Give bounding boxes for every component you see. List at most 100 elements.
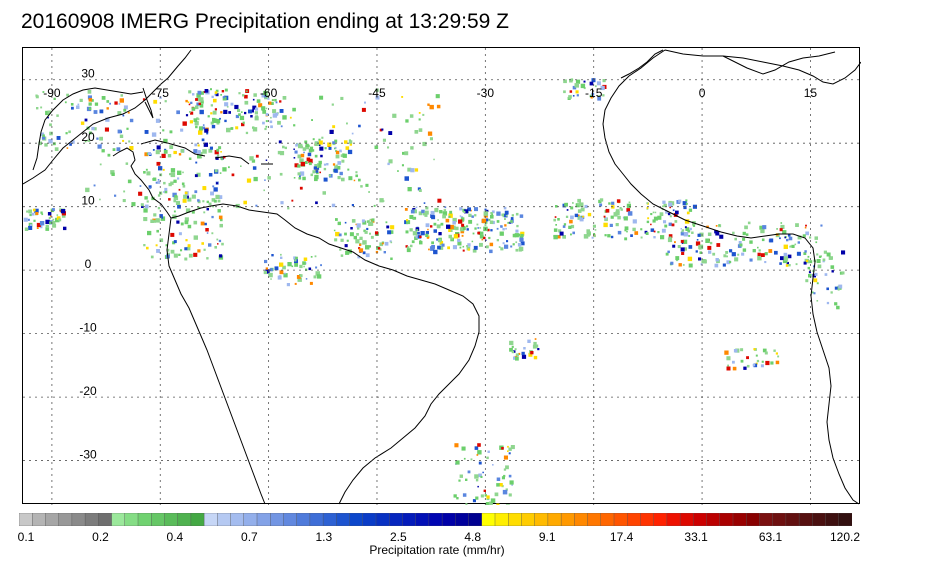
precip-cell: [173, 210, 176, 213]
precip-cell: [127, 179, 132, 184]
precip-cell: [483, 211, 489, 216]
precip-cell: [600, 85, 605, 91]
precip-cell: [695, 250, 698, 253]
precip-cell: [758, 249, 761, 252]
precip-cell: [384, 241, 389, 246]
precip-cell: [688, 263, 693, 268]
precip-cell: [465, 478, 468, 481]
precip-cell: [272, 109, 277, 114]
precip-cell: [572, 95, 575, 97]
precip-cell: [797, 235, 802, 240]
precip-cell: [577, 215, 582, 220]
precip-cell: [355, 239, 360, 244]
precip-cell: [626, 208, 631, 212]
precip-cell: [341, 177, 345, 182]
precip-cell: [181, 182, 185, 186]
precip-cell: [460, 229, 465, 234]
precip-cell: [685, 202, 688, 205]
precip-cell: [145, 168, 148, 171]
coastline-africa: [602, 49, 861, 505]
precip-cell: [496, 503, 500, 505]
precip-cell: [123, 190, 126, 193]
precip-cell: [824, 273, 828, 276]
precip-cell: [615, 223, 619, 227]
precip-cell: [258, 103, 263, 108]
precip-cell: [194, 190, 198, 194]
precip-cell: [407, 246, 410, 249]
colorbar-swatch: [217, 513, 232, 526]
precip-cell: [302, 261, 306, 265]
precip-cell: [841, 250, 846, 255]
precip-cell: [689, 227, 692, 231]
precip-cell: [164, 190, 168, 194]
grid-labels: -90 -75 -60 -45 -30 -15 0 15 30 20 10 0 -10 -20 -30: [43, 67, 817, 462]
precip-cell: [55, 217, 60, 223]
precip-cell: [65, 132, 68, 135]
precip-cell: [501, 447, 504, 450]
precip-cell: [129, 146, 134, 151]
precip-cell: [112, 148, 116, 151]
precip-cell: [164, 187, 168, 191]
precip-cell: [424, 213, 428, 217]
precip-cell: [294, 150, 298, 154]
precip-cell: [749, 240, 753, 244]
precip-cell: [577, 203, 580, 206]
precip-cell: [471, 215, 474, 218]
precip-cell: [663, 220, 667, 224]
precip-cell: [197, 249, 201, 253]
precip-cell: [308, 148, 313, 153]
precip-cell: [433, 249, 438, 255]
precip-cell: [36, 227, 39, 229]
precip-cell: [816, 253, 819, 256]
precip-cell: [298, 143, 303, 149]
precip-cell: [683, 232, 689, 237]
precip-cell: [404, 176, 409, 181]
precip-cell: [255, 115, 259, 119]
precip-cell: [692, 224, 696, 227]
precip-cell: [173, 240, 177, 244]
precip-cell: [729, 260, 732, 264]
precip-cell: [185, 239, 188, 242]
colorbar-swatch: [600, 513, 615, 526]
colorbar-swatch: [137, 513, 152, 526]
precip-cell: [49, 131, 53, 136]
precip-cell: [764, 351, 768, 355]
precip-cell: [193, 220, 198, 225]
precip-cell: [220, 111, 223, 114]
precip-cell: [677, 245, 681, 249]
precip-cell: [390, 241, 393, 244]
precip-cell: [490, 215, 494, 219]
precip-cell: [804, 226, 807, 229]
precip-cell: [348, 140, 353, 144]
precip-cell: [312, 138, 315, 141]
precip-cell: [239, 115, 245, 121]
precip-cell: [80, 121, 85, 125]
precip-cell: [653, 230, 656, 233]
precip-cell: [144, 130, 149, 134]
precip-cell: [287, 262, 292, 267]
precip-cell: [423, 202, 426, 204]
precip-cell: [511, 345, 514, 348]
precip-cell: [764, 261, 767, 264]
precip-cell: [193, 252, 198, 257]
precip-cell: [349, 143, 352, 146]
precip-cell: [724, 350, 729, 355]
precip-cell: [314, 174, 319, 180]
precip-cell: [487, 450, 490, 453]
precip-cell: [463, 457, 466, 460]
coastline-north-america: [23, 49, 192, 219]
precip-cell: [490, 212, 493, 215]
precip-cell: [226, 127, 231, 133]
precip-cell: [211, 215, 214, 219]
precip-cell: [714, 263, 719, 268]
precip-cell: [265, 107, 268, 110]
precip-cell: [553, 218, 556, 222]
precip-cell: [831, 270, 834, 273]
precip-cell: [501, 476, 505, 480]
precip-cell: [148, 185, 152, 189]
colorbar-swatch: [825, 513, 840, 526]
precip-cell: [228, 166, 230, 169]
precip-cell: [460, 217, 465, 221]
precip-cell: [339, 248, 342, 251]
precip-cell: [420, 231, 425, 236]
